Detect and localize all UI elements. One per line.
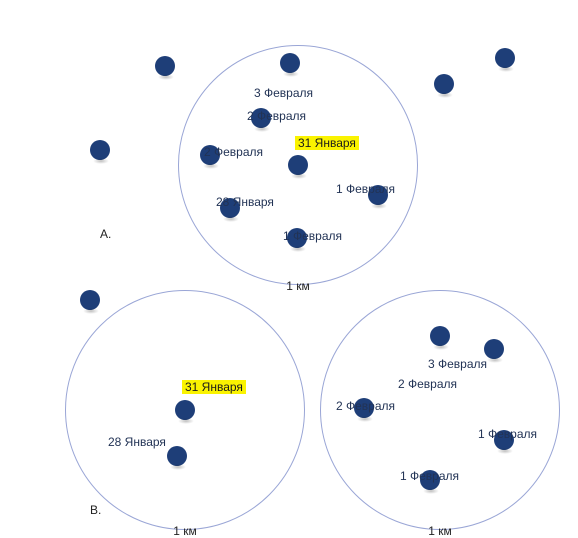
panel-a: A. [100,228,111,240]
lbl-tp-1feb-a: 1 Февраля [336,183,395,195]
lbl-br-1feb-a: 1 Февраля [478,428,537,440]
scale-bot-l: 1 км [173,525,197,537]
lbl-br-2feb-a: 2 Февраля [398,378,457,390]
dot-br2 [484,339,504,359]
dot-t3 [495,48,515,68]
scale-top: 1 км [286,280,310,292]
lbl-tp-31jan: 31 Января [295,136,359,150]
dot-t4 [434,74,454,94]
dot-t5 [280,53,300,73]
diagram-canvas: 3 Февраля2 Февраля2 Февраля31 Января28 Я… [0,0,578,531]
lbl-br-1feb-b: 1 Февраля [400,470,459,482]
dot-t1 [155,56,175,76]
scale-bot-r: 1 км [428,525,452,537]
lbl-bl-31jan: 31 Января [182,380,246,394]
lbl-tp-2feb-b: 2 Февраля [204,146,263,158]
lbl-br-2feb-b: 2 Февраля [336,400,395,412]
lbl-bl-28jan: 28 Января [108,436,166,448]
panel-b: B. [90,504,101,516]
lbl-br-3feb: 3 Февраля [428,358,487,370]
dot-bl3 [167,446,187,466]
lbl-tp-1feb-b: 1 Февраля [283,230,342,242]
dot-t8 [288,155,308,175]
lbl-tp-28jan: 28 Января [216,196,274,208]
dot-bl1 [80,290,100,310]
lbl-tp-2feb-a: 2 Февраля [247,110,306,122]
lbl-tp-3feb: 3 Февраля [254,87,313,99]
dot-br1 [430,326,450,346]
dot-t2 [90,140,110,160]
dot-bl2 [175,400,195,420]
